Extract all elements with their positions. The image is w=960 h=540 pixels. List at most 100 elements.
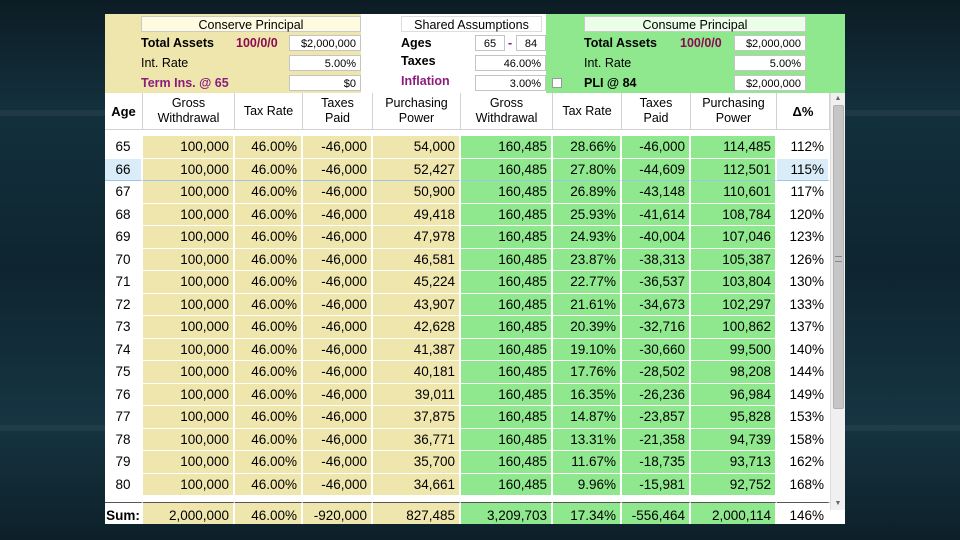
conserve-purchasing-power-cell[interactable]: 54,000 (373, 136, 461, 159)
consume-tax-rate-cell[interactable]: 17.76% (553, 361, 622, 384)
consume-taxes-paid-cell[interactable]: -40,004 (622, 226, 691, 249)
shared-age-from-field[interactable]: 65 (475, 35, 505, 51)
consume-purchasing-power-cell[interactable]: 110,601 (691, 181, 777, 204)
conserve-gross-withdrawal-cell[interactable]: 100,000 (143, 473, 235, 496)
consume-purchasing-power-cell[interactable]: 105,387 (691, 248, 777, 271)
conserve-int-rate-field[interactable]: 5.00% (289, 55, 361, 71)
consume-taxes-paid-cell[interactable]: -28,502 (622, 361, 691, 384)
consume-tax-rate-cell[interactable]: 25.93% (553, 203, 622, 226)
consume-purchasing-power-cell[interactable]: 95,828 (691, 406, 777, 429)
consume-purchasing-power-cell[interactable]: 103,804 (691, 271, 777, 294)
consume-tax-rate-cell[interactable]: 9.96% (553, 473, 622, 496)
consume-gross-withdrawal-cell[interactable]: 160,485 (461, 248, 553, 271)
conserve-tax-rate-cell[interactable]: 46.00% (235, 473, 303, 496)
conserve-gross-withdrawal-cell[interactable]: 100,000 (143, 181, 235, 204)
consume-purchasing-power-cell[interactable]: 108,784 (691, 203, 777, 226)
conserve-gross-withdrawal-cell[interactable]: 100,000 (143, 293, 235, 316)
consume-taxes-paid-cell[interactable]: -18,735 (622, 451, 691, 474)
consume-gross-withdrawal-cell[interactable]: 160,485 (461, 316, 553, 339)
age-cell[interactable]: 72 (105, 293, 143, 316)
delta-percent-cell[interactable]: 115% (777, 158, 830, 181)
table-row[interactable]: 74 100,000 46.00% -46,000 41,387 160,485 19.10… (105, 338, 830, 361)
conserve-gross-withdrawal-cell[interactable]: 100,000 (143, 361, 235, 384)
conserve-term-ins-field[interactable]: $0 (289, 75, 361, 91)
conserve-taxes-paid-cell[interactable]: -46,000 (303, 406, 373, 429)
consume-taxes-paid-cell[interactable]: -41,614 (622, 203, 691, 226)
conserve-tax-rate-cell[interactable]: 46.00% (235, 203, 303, 226)
consume-tax-rate-cell[interactable]: 11.67% (553, 451, 622, 474)
consume-taxes-paid-cell[interactable]: -32,716 (622, 316, 691, 339)
conserve-purchasing-power-cell[interactable]: 41,387 (373, 338, 461, 361)
consume-taxes-paid-cell[interactable]: -30,660 (622, 338, 691, 361)
age-cell[interactable]: 67 (105, 181, 143, 204)
consume-taxes-paid-cell[interactable]: -21,358 (622, 428, 691, 451)
consume-tax-rate-cell[interactable]: 20.39% (553, 316, 622, 339)
conserve-tax-rate-cell[interactable]: 46.00% (235, 248, 303, 271)
consume-tax-rate-cell[interactable]: 14.87% (553, 406, 622, 429)
table-row[interactable]: 70 100,000 46.00% -46,000 46,581 160,485 23.87… (105, 248, 830, 271)
age-cell[interactable]: 80 (105, 473, 143, 496)
conserve-gross-withdrawal-cell[interactable]: 100,000 (143, 383, 235, 406)
table-row[interactable]: 76 100,000 46.00% -46,000 39,011 160,485 16.35… (105, 383, 830, 406)
consume-taxes-paid-cell[interactable]: -43,148 (622, 181, 691, 204)
delta-percent-cell[interactable]: 133% (777, 293, 830, 316)
consume-purchasing-power-cell[interactable]: 92,752 (691, 473, 777, 496)
conserve-gross-withdrawal-cell[interactable]: 100,000 (143, 226, 235, 249)
age-cell[interactable]: 66 (105, 158, 143, 181)
consume-gross-withdrawal-cell[interactable]: 160,485 (461, 338, 553, 361)
delta-percent-cell[interactable]: 117% (777, 181, 830, 204)
consume-taxes-paid-cell[interactable]: -38,313 (622, 248, 691, 271)
conserve-tax-rate-cell[interactable]: 46.00% (235, 338, 303, 361)
consume-total-assets-field[interactable]: $2,000,000 (734, 35, 806, 51)
shared-age-to-field[interactable]: 84 (516, 35, 546, 51)
consume-taxes-paid-cell[interactable]: -46,000 (622, 136, 691, 159)
consume-tax-rate-cell[interactable]: 16.35% (553, 383, 622, 406)
consume-int-rate-field[interactable]: 5.00% (734, 55, 806, 71)
conserve-tax-rate-cell[interactable]: 46.00% (235, 406, 303, 429)
table-row[interactable]: 65 100,000 46.00% -46,000 54,000 160,485 28.66… (105, 136, 830, 159)
delta-percent-cell[interactable]: 140% (777, 338, 830, 361)
delta-percent-cell[interactable]: 158% (777, 428, 830, 451)
age-cell[interactable]: 70 (105, 248, 143, 271)
table-row[interactable]: 68 100,000 46.00% -46,000 49,418 160,485 25.93… (105, 203, 830, 226)
conserve-purchasing-power-cell[interactable]: 36,771 (373, 428, 461, 451)
table-row[interactable]: 80 100,000 46.00% -46,000 34,661 160,485 9.96%… (105, 473, 830, 496)
age-cell[interactable]: 78 (105, 428, 143, 451)
delta-percent-cell[interactable]: 144% (777, 361, 830, 384)
conserve-taxes-paid-cell[interactable]: -46,000 (303, 428, 373, 451)
delta-percent-cell[interactable]: 137% (777, 316, 830, 339)
conserve-taxes-paid-cell[interactable]: -46,000 (303, 316, 373, 339)
conserve-purchasing-power-cell[interactable]: 49,418 (373, 203, 461, 226)
conserve-tax-rate-cell[interactable]: 46.00% (235, 361, 303, 384)
age-cell[interactable]: 65 (105, 136, 143, 159)
table-row[interactable]: 71 100,000 46.00% -46,000 45,224 160,485 22.77… (105, 271, 830, 294)
consume-gross-withdrawal-cell[interactable]: 160,485 (461, 361, 553, 384)
age-cell[interactable]: 68 (105, 203, 143, 226)
conserve-purchasing-power-cell[interactable]: 35,700 (373, 451, 461, 474)
pli-checkbox[interactable] (552, 78, 562, 88)
conserve-tax-rate-cell[interactable]: 46.00% (235, 158, 303, 181)
conserve-taxes-paid-cell[interactable]: -46,000 (303, 383, 373, 406)
consume-taxes-paid-cell[interactable]: -34,673 (622, 293, 691, 316)
delta-percent-cell[interactable]: 130% (777, 271, 830, 294)
conserve-gross-withdrawal-cell[interactable]: 100,000 (143, 406, 235, 429)
conserve-purchasing-power-cell[interactable]: 39,011 (373, 383, 461, 406)
conserve-gross-withdrawal-cell[interactable]: 100,000 (143, 316, 235, 339)
conserve-taxes-paid-cell[interactable]: -46,000 (303, 473, 373, 496)
consume-gross-withdrawal-cell[interactable]: 160,485 (461, 271, 553, 294)
conserve-gross-withdrawal-cell[interactable]: 100,000 (143, 338, 235, 361)
age-cell[interactable]: 77 (105, 406, 143, 429)
consume-purchasing-power-cell[interactable]: 102,297 (691, 293, 777, 316)
vertical-scrollbar[interactable]: ▲ ▼ (830, 93, 845, 510)
shared-taxes-field[interactable]: 46.00% (475, 55, 546, 71)
scrollbar-thumb[interactable] (833, 105, 844, 409)
consume-gross-withdrawal-cell[interactable]: 160,485 (461, 451, 553, 474)
conserve-gross-withdrawal-cell[interactable]: 100,000 (143, 451, 235, 474)
conserve-tax-rate-cell[interactable]: 46.00% (235, 428, 303, 451)
table-row[interactable]: 69 100,000 46.00% -46,000 47,978 160,485 24.93… (105, 226, 830, 249)
delta-percent-cell[interactable]: 123% (777, 226, 830, 249)
consume-purchasing-power-cell[interactable]: 98,208 (691, 361, 777, 384)
consume-tax-rate-cell[interactable]: 19.10% (553, 338, 622, 361)
table-row[interactable]: 78 100,000 46.00% -46,000 36,771 160,485 13.31… (105, 428, 830, 451)
conserve-taxes-paid-cell[interactable]: -46,000 (303, 203, 373, 226)
